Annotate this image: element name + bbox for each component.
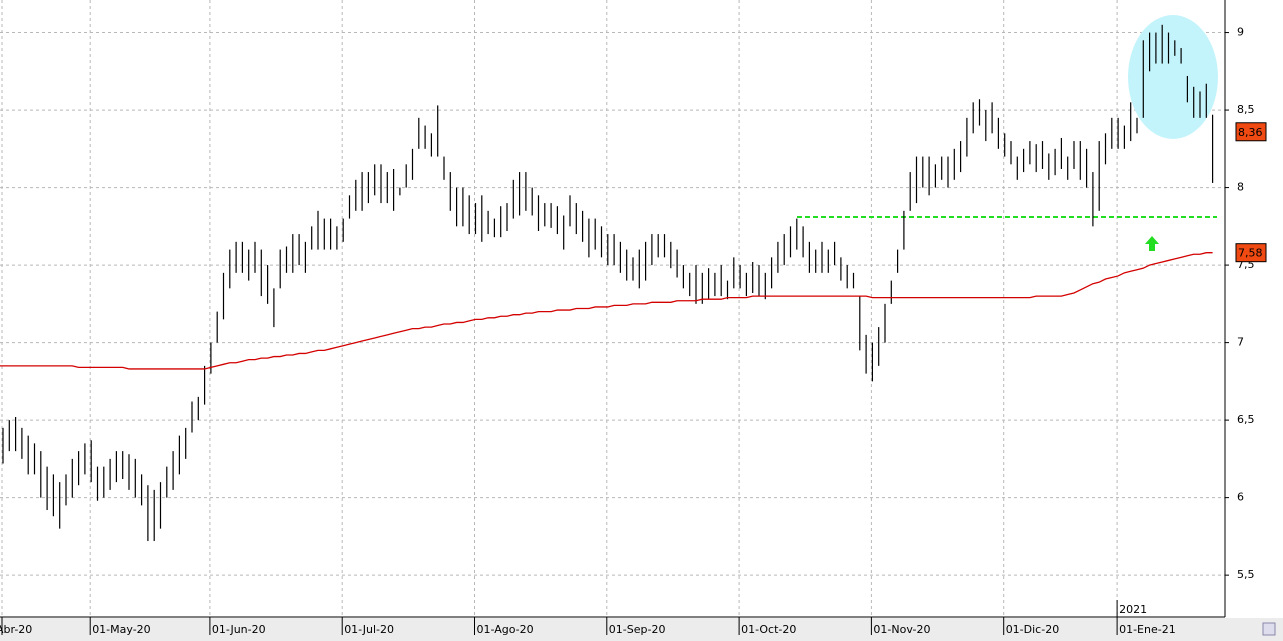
year-label: 2021	[1119, 603, 1147, 616]
x-tick-label: 01-Nov-20	[873, 623, 930, 636]
x-tick-label: 01-Jul-20	[344, 623, 394, 636]
moving-average-line	[0, 252, 1213, 370]
x-tick-label: 01-Oct-20	[741, 623, 796, 636]
price-label-box	[1235, 243, 1267, 263]
price-label-box	[1235, 122, 1267, 142]
axes: 5,5 6 6,5 7 7,58 8,5 9 Abr-20 01-May-20 01-Jun-20…	[0, 26, 1267, 636]
x-tick-label: Abr-20	[0, 623, 32, 636]
y-tick-label: 9	[1237, 26, 1244, 39]
highlight-ellipse	[1128, 15, 1218, 139]
x-tick-label: 01-Sep-20	[609, 623, 666, 636]
x-tick-label: 01-May-20	[92, 623, 150, 636]
price-label: 7,58	[1238, 247, 1263, 260]
price-label: 8,36	[1238, 126, 1263, 139]
y-tick-label: 5,5	[1237, 568, 1255, 581]
x-tick-label: 01-Jun-20	[212, 623, 266, 636]
up-arrow	[1145, 236, 1159, 251]
x-tick-label: 01-Ene-21	[1119, 623, 1176, 636]
x-tick-label: 01-Ago-20	[477, 623, 534, 636]
marks	[0, 24, 1217, 542]
corner-icon	[1262, 622, 1276, 636]
y-tick-label: 6	[1237, 491, 1244, 504]
y-tick-label: 8	[1237, 181, 1244, 194]
x-tick-label: 01-Dic-20	[1006, 623, 1060, 636]
grid	[0, 0, 1225, 617]
y-tick-label: 7	[1237, 336, 1244, 349]
y-tick-label: 6,5	[1237, 413, 1255, 426]
y-tick-label: 8,5	[1237, 103, 1255, 116]
x-axis-band	[0, 618, 1283, 641]
